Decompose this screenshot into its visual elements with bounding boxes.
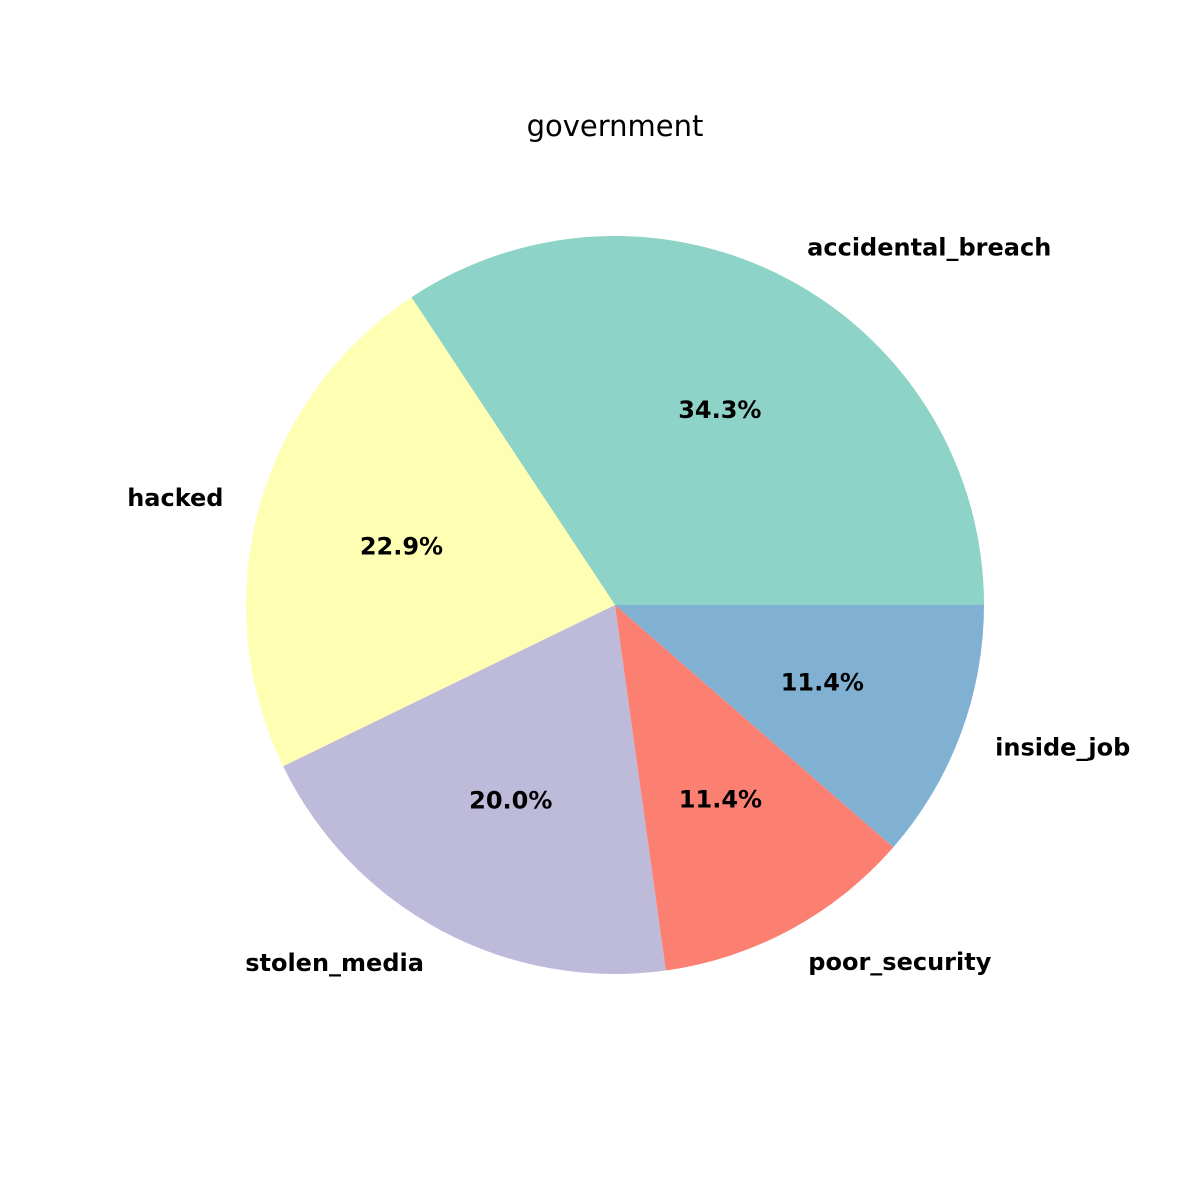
pie-labels: accidental_breach 34.3% hacked 22.9% stolen_… (127, 233, 1130, 977)
slice-percent-hacked: 22.9% (360, 533, 443, 561)
slice-percent-accidental-breach: 34.3% (678, 396, 761, 424)
pie-slice-poor-security (615, 605, 894, 971)
slice-label-stolen-media: stolen_media (245, 949, 424, 977)
pie-slice-hacked (245, 297, 615, 767)
slice-label-poor-security: poor_security (808, 948, 991, 976)
slice-percent-stolen-media: 20.0% (469, 786, 552, 814)
slice-label-inside-job: inside_job (995, 733, 1130, 761)
pie-slice-accidental-breach (411, 236, 984, 606)
slice-percent-inside-job: 11.4% (781, 669, 864, 697)
pie-slice-inside-job (615, 605, 984, 848)
slice-label-accidental-breach: accidental_breach (807, 233, 1051, 261)
pie-slice-stolen-media (283, 605, 666, 974)
slice-percent-poor-security: 11.4% (679, 786, 762, 814)
slice-label-hacked: hacked (127, 484, 223, 512)
pie-slices (245, 236, 984, 974)
chart-title: government (527, 109, 704, 143)
